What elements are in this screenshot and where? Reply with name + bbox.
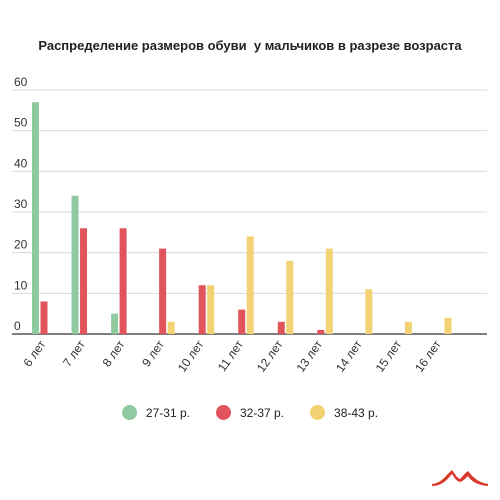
legend-swatch	[121, 405, 137, 420]
x-tick-label: 16 лет	[412, 337, 444, 374]
bar-2	[40, 301, 48, 334]
y-tick-label: 20	[14, 238, 28, 252]
x-tick-label: 13 лет	[293, 337, 325, 374]
bar-3	[325, 248, 333, 334]
bar-2	[277, 321, 285, 334]
y-tick-label: 60	[14, 75, 28, 89]
bar-1	[111, 313, 119, 334]
x-tick-label: 10 лет	[175, 337, 207, 374]
legend-swatch	[310, 405, 326, 420]
x-tick-label: 12 лет	[254, 337, 286, 374]
bar-3	[246, 236, 254, 334]
y-tick-label: 10	[14, 278, 28, 292]
bar-3	[286, 260, 294, 334]
bar-2	[119, 228, 127, 334]
bar-2	[159, 248, 167, 334]
x-tick-label: 15 лет	[373, 337, 405, 374]
x-tick-label: 9 лет	[139, 337, 167, 369]
bar-3	[444, 317, 452, 334]
bar-3	[207, 285, 215, 334]
y-tick-label: 40	[14, 156, 28, 170]
bar-2	[238, 309, 246, 334]
bar-2	[317, 329, 325, 334]
x-tick-label: 7 лет	[60, 337, 88, 369]
x-tick-label: 8 лет	[100, 337, 128, 369]
x-tick-label: 6 лет	[20, 337, 48, 369]
y-tick-label: 30	[14, 197, 28, 211]
x-tick-label: 14 лет	[333, 337, 365, 374]
chart-legend: 27-31 р. 32-37 р. 38-43 р.	[0, 405, 500, 420]
chart-title: Распределение размеров обуви у мальчиков…	[38, 38, 462, 53]
legend-label: 32-37 р.	[239, 405, 285, 420]
x-tick-label: 11 лет	[215, 337, 247, 374]
legend-label: 38-43 р.	[334, 405, 379, 420]
bar-1	[32, 102, 39, 334]
bar-2	[198, 285, 206, 334]
legend-item: 27-31 р.	[121, 405, 190, 420]
y-tick-label: 0	[14, 319, 21, 333]
bar-3	[365, 289, 373, 334]
bar-2	[80, 228, 88, 334]
bar-1	[71, 195, 79, 334]
legend-item: 32-37 р.	[215, 405, 285, 420]
bar-3	[404, 321, 412, 334]
mountain-logo-icon	[432, 470, 488, 486]
legend-swatch	[215, 405, 231, 420]
legend-item: 38-43 р.	[310, 405, 378, 420]
legend-label: 27-31 р.	[145, 405, 190, 420]
y-tick-label: 50	[14, 116, 28, 130]
bar-3	[167, 321, 175, 334]
